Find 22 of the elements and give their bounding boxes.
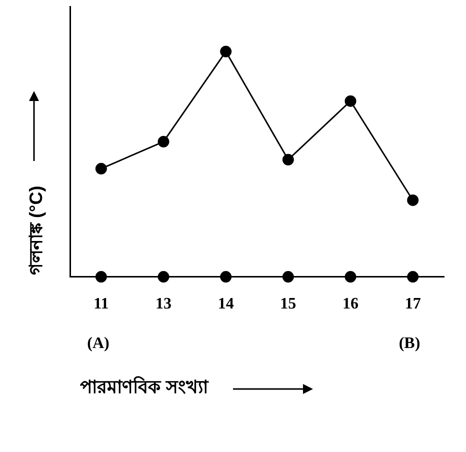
point bbox=[407, 194, 419, 206]
point bbox=[282, 154, 294, 166]
x-tick-label: 17 bbox=[404, 296, 421, 313]
text: (B) bbox=[398, 334, 420, 353]
point bbox=[95, 162, 107, 174]
x-tick-label: 14 bbox=[218, 296, 234, 313]
point bbox=[158, 136, 170, 148]
point bbox=[344, 95, 356, 107]
point bbox=[220, 46, 232, 58]
point bbox=[95, 271, 107, 283]
point bbox=[158, 271, 170, 283]
x-tick-label: 15 bbox=[280, 296, 296, 313]
x-axis-title: পারমাণবিক সংখ্যা bbox=[80, 375, 208, 399]
x-tick-label: 13 bbox=[156, 296, 172, 313]
x-tick-label: 16 bbox=[342, 296, 358, 313]
point bbox=[344, 271, 356, 283]
point bbox=[282, 271, 294, 283]
point bbox=[407, 271, 419, 283]
text: (A) bbox=[87, 334, 110, 353]
point bbox=[220, 271, 232, 283]
x-tick-label: 11 bbox=[94, 296, 109, 313]
y-axis-title: গলনাঙ্ক (°C) bbox=[25, 186, 47, 275]
